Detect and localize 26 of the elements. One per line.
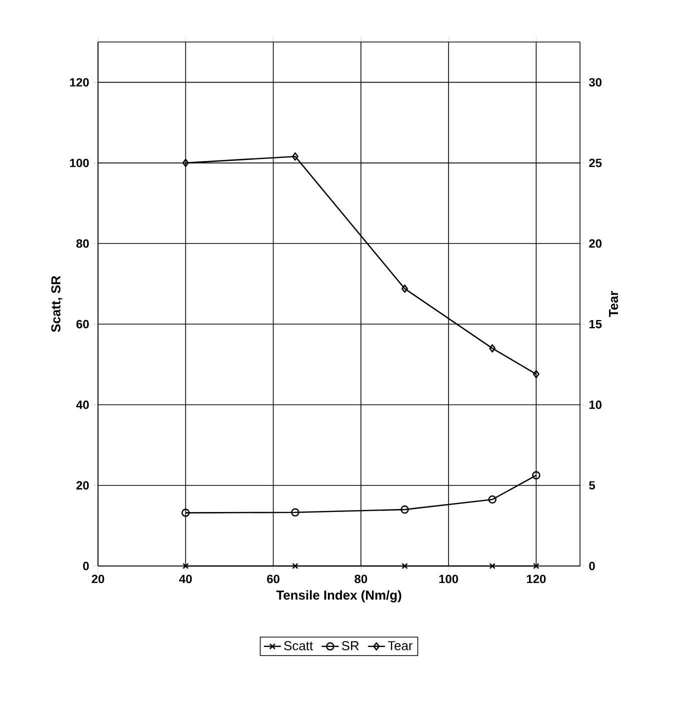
legend-label: Scatt — [284, 641, 313, 650]
y-tick-label: 80 — [76, 239, 89, 248]
x-tick-label: 80 — [354, 574, 368, 584]
y-tick-label: 100 — [70, 158, 89, 168]
x-tick-label: 20 — [92, 574, 104, 584]
legend-label: SR — [342, 641, 359, 650]
y2-axis-title: Tear — [609, 290, 618, 318]
x-axis-title: Tensile Index (Nm/g) — [276, 590, 402, 602]
y2-tick-label: 5 — [589, 481, 596, 490]
y-tick-label: 40 — [76, 400, 89, 409]
x-tick-label: 40 — [179, 574, 192, 584]
y-tick-label: 60 — [76, 320, 89, 328]
y2-tick-label: 0 — [589, 562, 595, 570]
y-tick-label: 0 — [83, 562, 89, 570]
x-tick-label: 120 — [526, 574, 546, 584]
y2-tick-label: 30 — [588, 78, 602, 87]
y-axis-title: Scatt, SR — [51, 276, 62, 332]
legend-label: Tear — [388, 641, 413, 650]
y2-tick-label: 15 — [589, 320, 602, 328]
x-tick-label: 60 — [267, 574, 280, 584]
y2-tick-label: 25 — [589, 158, 602, 168]
y-tick-label: 20 — [76, 481, 89, 490]
y-tick-label: 120 — [70, 78, 89, 87]
y2-tick-label: 10 — [589, 400, 602, 409]
x-tick-label: 100 — [439, 574, 458, 584]
y2-tick-label: 20 — [589, 239, 602, 248]
